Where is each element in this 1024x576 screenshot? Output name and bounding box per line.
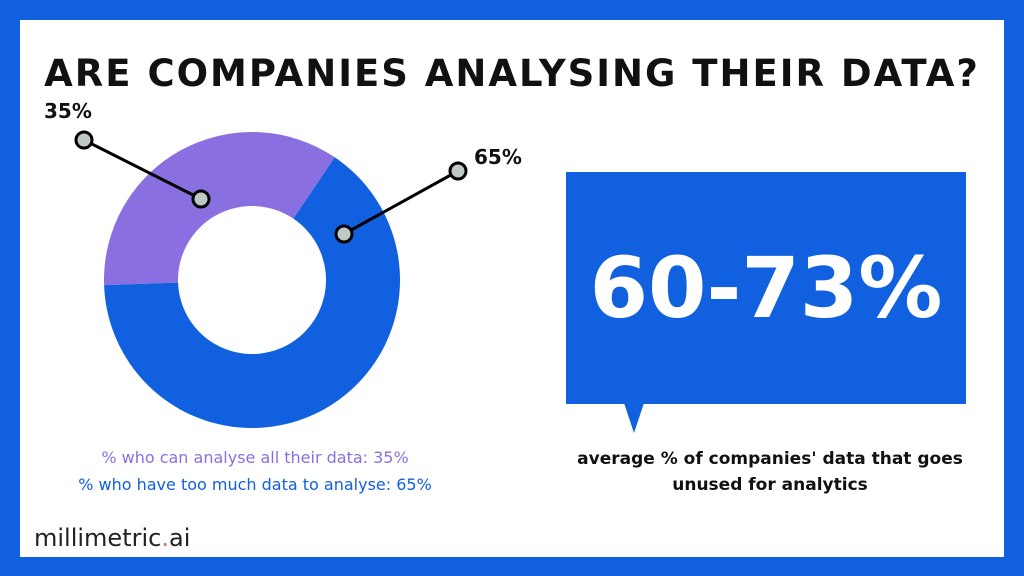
caption-line-1: average % of companies' data that goes: [577, 449, 963, 469]
data-label-35: 35%: [44, 99, 92, 123]
brand-logo: millimetric.ai: [34, 524, 190, 552]
data-label-65: 65%: [474, 145, 522, 169]
leader-dot: [74, 130, 94, 150]
page-title: Are companies analysing their data?: [44, 52, 980, 95]
leader-line: [343, 169, 459, 236]
stat-caption: average % of companies' data that goes u…: [540, 446, 1000, 498]
legend-item-analyse-all: % who can analyse all their data: 35%: [101, 448, 409, 467]
logo-suffix: ai: [168, 524, 191, 552]
stat-callout: 60-73%: [566, 172, 966, 404]
callout-tail: [624, 403, 644, 433]
leader-dot: [191, 189, 211, 209]
caption-line-2: unused for analytics: [672, 475, 868, 495]
leader-dot: [334, 224, 354, 244]
legend-item-too-much-data: % who have too much data to analyse: 65%: [78, 475, 432, 494]
logo-text: millimetric: [34, 524, 162, 552]
stat-value: 60-73%: [589, 239, 943, 337]
donut-slice-65: [104, 157, 401, 429]
leader-dot: [448, 161, 468, 181]
donut-slice-35: [104, 132, 335, 286]
leader-line: [83, 138, 202, 201]
logo-dot: .: [161, 524, 169, 552]
